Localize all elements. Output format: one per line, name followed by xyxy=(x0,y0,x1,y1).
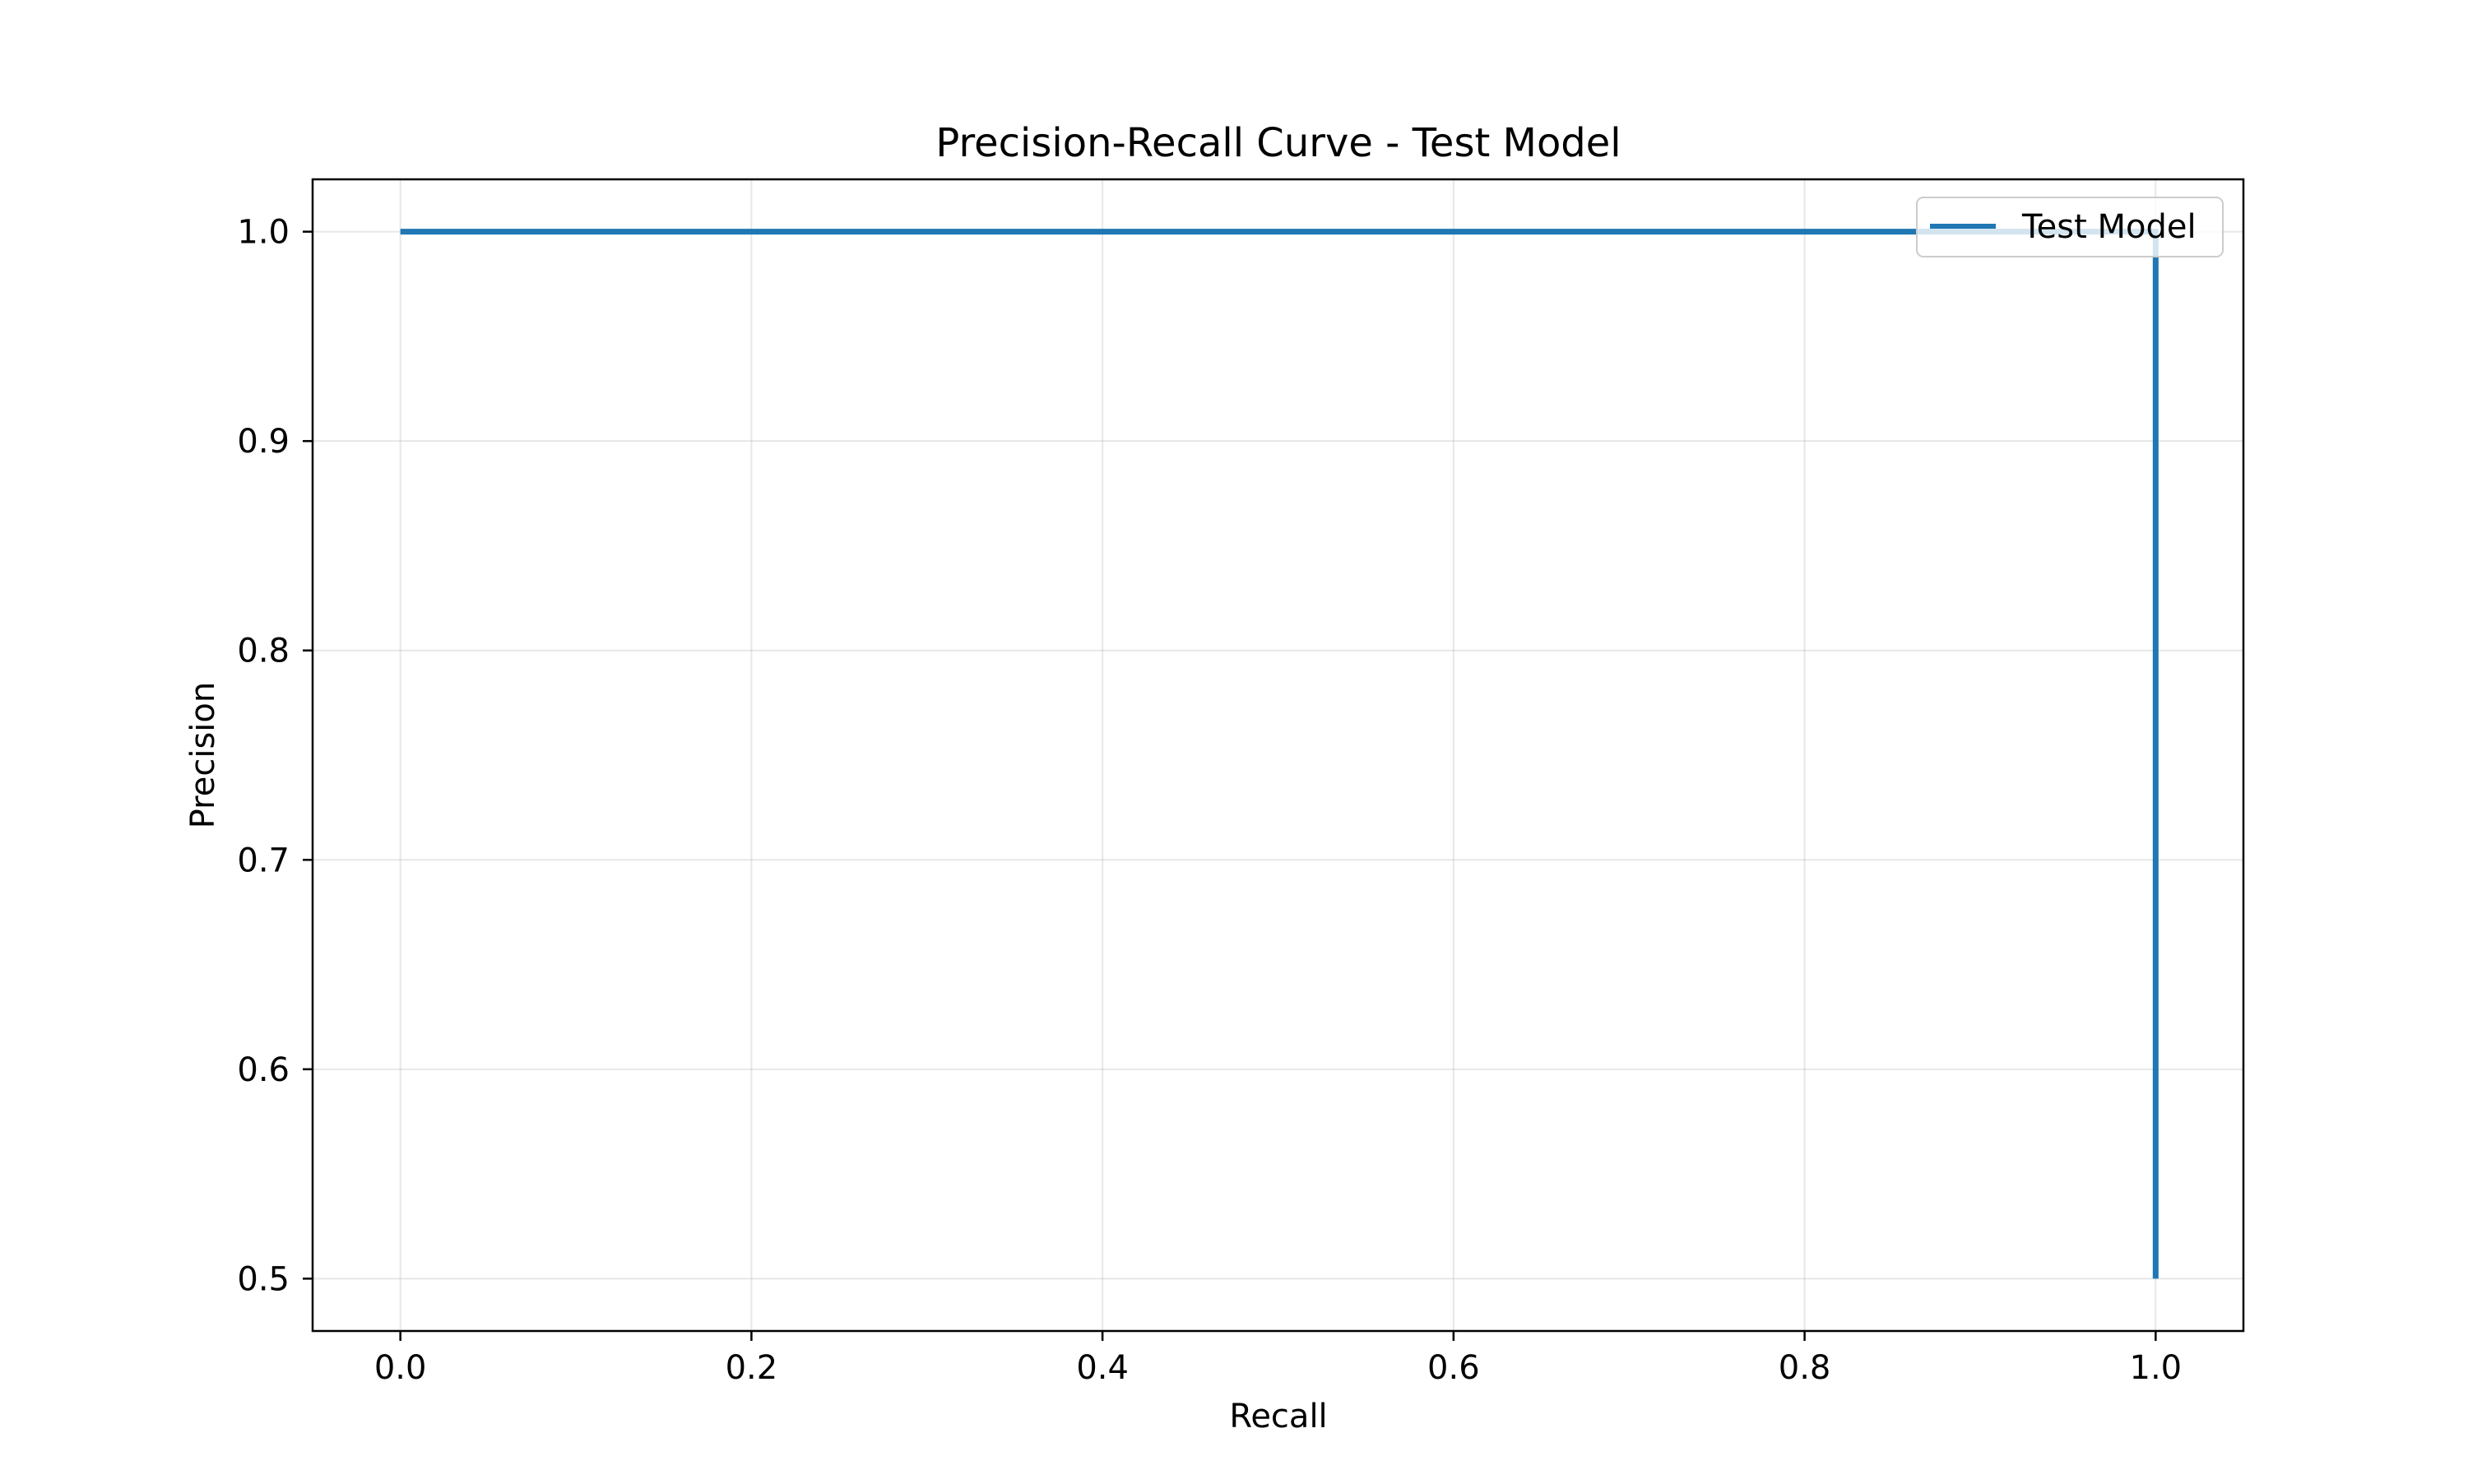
legend: Test Model xyxy=(1916,197,2224,257)
y-tick-label: 0.6 xyxy=(237,1051,290,1089)
x-tick-label: 0.0 xyxy=(374,1349,427,1387)
x-tick-label: 0.2 xyxy=(726,1349,778,1387)
y-tick-label: 0.5 xyxy=(237,1260,290,1298)
y-tick-label: 0.8 xyxy=(237,633,290,670)
x-tick-label: 0.6 xyxy=(1427,1349,1480,1387)
y-tick-label: 0.9 xyxy=(237,423,290,461)
legend-box xyxy=(1916,197,2224,257)
y-axis-ticks: 0.5 0.6 0.7 0.8 0.9 1.0 xyxy=(237,214,313,1298)
plot-area-frame xyxy=(311,178,2245,1333)
x-axis-label: Recall xyxy=(1229,1398,1327,1435)
x-tick-label: 0.4 xyxy=(1076,1349,1129,1387)
grid-layer xyxy=(313,179,2243,1331)
y-axis-label: Precision xyxy=(184,682,222,828)
legend-label-test-model: Test Model xyxy=(2021,208,2197,246)
chart-title: Precision-Recall Curve - Test Model xyxy=(935,120,1621,166)
x-tick-label: 1.0 xyxy=(2130,1349,2183,1387)
y-tick-label: 1.0 xyxy=(237,214,290,252)
x-axis-ticks: 0.0 0.2 0.4 0.6 0.8 1.0 xyxy=(374,1331,2182,1387)
x-tick-label: 0.8 xyxy=(1779,1349,1831,1387)
y-tick-label: 0.7 xyxy=(237,842,290,879)
